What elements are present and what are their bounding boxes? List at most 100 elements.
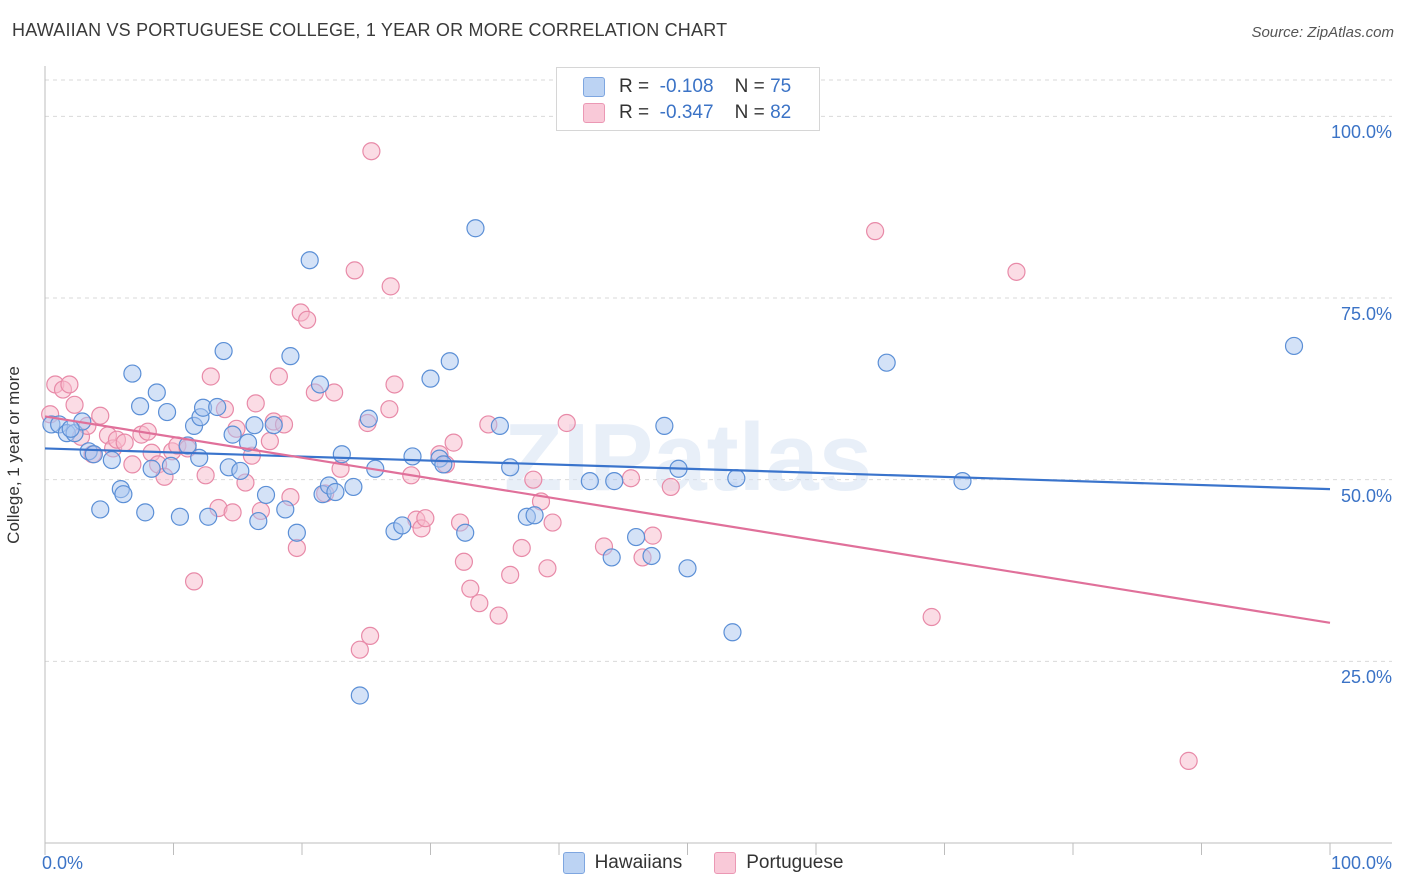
portuguese-point bbox=[922, 607, 941, 627]
portuguese-point bbox=[298, 310, 317, 329]
hawaiians-point bbox=[147, 383, 166, 402]
portuguese-point bbox=[538, 559, 557, 578]
portuguese-point bbox=[416, 509, 435, 528]
hawaiians-point bbox=[310, 375, 330, 394]
n-label: N = bbox=[734, 76, 765, 97]
portuguese-point bbox=[454, 552, 474, 571]
hawaiians-point bbox=[190, 448, 209, 467]
legend-row-hawaiians: R = -0.108 N = 75 bbox=[583, 74, 791, 100]
hawaiians-point bbox=[161, 456, 181, 475]
portuguese-point bbox=[345, 261, 364, 280]
chart-title: HAWAIIAN VS PORTUGUESE COLLEGE, 1 YEAR O… bbox=[12, 20, 728, 40]
hawaiians-point bbox=[501, 458, 520, 477]
n-value: 82 bbox=[770, 102, 792, 123]
hawaiians-point bbox=[678, 559, 697, 578]
portuguese-point bbox=[643, 526, 662, 545]
hawaiians-point bbox=[326, 482, 345, 502]
portuguese-point bbox=[461, 579, 480, 598]
portuguese-swatch bbox=[714, 852, 737, 874]
hawaiians-point bbox=[421, 369, 440, 388]
stats-legend: R = -0.108 N = 75 R = -0.347 N = 82 bbox=[556, 67, 820, 131]
hawaiians-swatch bbox=[562, 852, 585, 874]
portuguese-point bbox=[524, 470, 543, 489]
hawaiians-point bbox=[208, 397, 227, 417]
portuguese-point bbox=[381, 277, 400, 296]
hawaiians-point bbox=[300, 251, 319, 270]
portuguese-point bbox=[661, 477, 680, 497]
r-label: R = bbox=[619, 102, 650, 123]
r-value: -0.108 bbox=[659, 76, 714, 97]
hawaiians-point bbox=[434, 455, 453, 474]
hawaiians-point bbox=[642, 546, 661, 566]
series-legend: Hawaiians Portuguese bbox=[0, 852, 1406, 874]
n-value: 75 bbox=[770, 76, 792, 97]
portuguese-point bbox=[115, 433, 134, 452]
hawaiians-point bbox=[723, 623, 742, 642]
portuguese-point bbox=[557, 413, 576, 433]
portuguese-swatch bbox=[583, 103, 605, 123]
hawaiians-point bbox=[344, 477, 363, 497]
hawaiians-point bbox=[245, 416, 264, 435]
hawaiians-point bbox=[877, 353, 896, 372]
hawaiians-point bbox=[214, 341, 233, 361]
hawaiians-point bbox=[350, 686, 369, 705]
legend-row-portuguese: R = -0.347 N = 82 bbox=[583, 100, 791, 126]
portuguese-point bbox=[512, 538, 531, 558]
hawaiians-point bbox=[238, 433, 258, 452]
portuguese-point bbox=[246, 394, 265, 413]
hawaiians-point bbox=[142, 459, 161, 478]
hawaiians-point bbox=[91, 500, 110, 519]
portuguese-point bbox=[621, 469, 641, 488]
portuguese-point bbox=[362, 142, 381, 161]
hawaiians-point bbox=[727, 469, 746, 488]
portuguese-point bbox=[60, 375, 79, 394]
portuguese-point bbox=[223, 503, 242, 522]
portuguese-point bbox=[489, 606, 508, 625]
legend-item-portuguese[interactable]: Portuguese bbox=[714, 852, 843, 874]
legend-label: Portuguese bbox=[746, 852, 844, 873]
hawaiians-point bbox=[655, 416, 674, 435]
hawaiians-point bbox=[626, 527, 646, 547]
y-tick-label: 100.0% bbox=[1330, 122, 1392, 143]
r-label: R = bbox=[619, 76, 650, 97]
legend-item-hawaiians[interactable]: Hawaiians bbox=[562, 852, 682, 874]
hawaiians-point bbox=[605, 472, 624, 491]
hawaiians-point bbox=[393, 516, 412, 535]
hawaiians-points bbox=[42, 219, 1304, 705]
portuguese-point bbox=[350, 640, 369, 659]
hawaiians-point bbox=[525, 506, 544, 525]
portuguese-point bbox=[444, 433, 463, 452]
hawaiians-point bbox=[403, 447, 422, 466]
portuguese-point bbox=[361, 626, 380, 646]
r-value: -0.347 bbox=[659, 102, 714, 123]
portuguese-point bbox=[123, 455, 142, 474]
hawaiians-point bbox=[466, 219, 485, 238]
hawaiians-point bbox=[580, 472, 599, 491]
portuguese-point bbox=[470, 594, 489, 613]
hawaiians-point bbox=[440, 352, 459, 371]
hawaiians-point bbox=[136, 503, 155, 522]
hawaiians-point bbox=[157, 402, 177, 422]
portuguese-point bbox=[184, 572, 204, 591]
portuguese-point bbox=[501, 565, 520, 584]
hawaiians-point bbox=[256, 485, 276, 505]
portuguese-point bbox=[866, 222, 885, 241]
x-tick-label-max: 100.0% bbox=[1330, 853, 1392, 873]
portuguese-point bbox=[1179, 751, 1198, 770]
y-tick-label: 50.0% bbox=[1340, 485, 1392, 506]
y-tick-label: 75.0% bbox=[1340, 304, 1392, 324]
portuguese-trendline bbox=[44, 415, 1331, 624]
portuguese-point bbox=[1007, 262, 1026, 281]
hawaiians-point bbox=[249, 511, 268, 531]
hawaiians-swatch bbox=[583, 77, 605, 97]
hawaiians-point bbox=[130, 397, 150, 416]
hawaiians-point bbox=[123, 364, 142, 383]
hawaiians-point bbox=[170, 507, 190, 526]
hawaiians-point bbox=[84, 445, 103, 464]
hawaiians-point bbox=[223, 425, 242, 444]
hawaiians-point bbox=[114, 485, 133, 504]
portuguese-point bbox=[380, 400, 399, 419]
portuguese-point bbox=[269, 367, 288, 386]
n-label: N = bbox=[734, 102, 765, 123]
